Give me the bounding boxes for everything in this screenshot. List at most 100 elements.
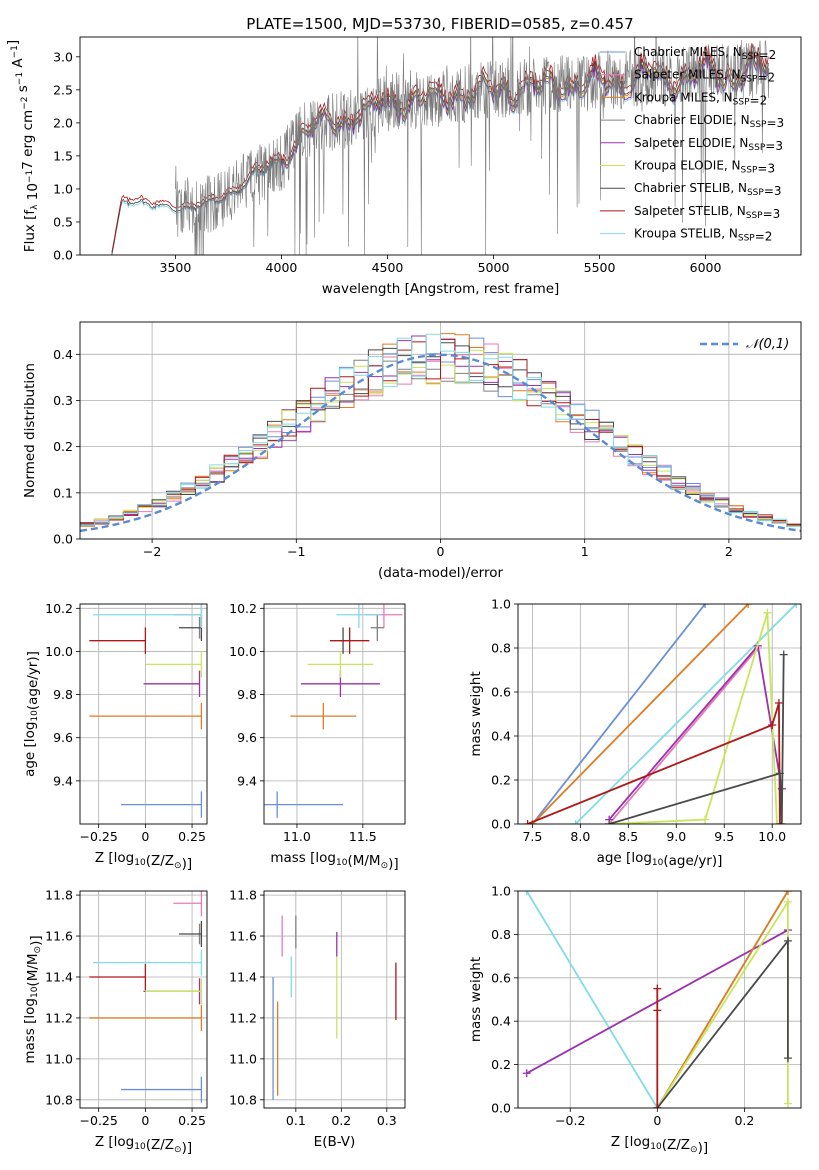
x-tick-label: 0.2 bbox=[734, 1113, 754, 1128]
mass_vs_ebv-xlabel: E(B-V) bbox=[314, 1134, 356, 1150]
age_vs_Z-plot-area bbox=[89, 604, 203, 818]
mass-weight-marker bbox=[774, 699, 783, 707]
mass-weight-marker bbox=[653, 1104, 662, 1108]
weight_vs_Z-panel: −0.2 0 0.2 0.0 0.2 0.4 0.6 0.8 1.0 Z [log10(Z/Z⊙)… bbox=[468, 884, 802, 1156]
weight_vs_age-xlabel: age [log10(age/yr)] bbox=[597, 850, 723, 869]
x-tick-label: 5500 bbox=[584, 260, 616, 275]
mass-weight-line bbox=[656, 898, 789, 1108]
y-tick-label: 10.0 bbox=[45, 644, 73, 659]
y-tick-label: 0.8 bbox=[491, 641, 511, 656]
y-tick-label: 10.2 bbox=[229, 601, 257, 616]
axes-frame bbox=[517, 890, 802, 1109]
spectrum-legend: Chabrier MILES, NSSP=2 Salpeter MILES, NS… bbox=[600, 45, 784, 244]
y-tick-label: 0.3 bbox=[53, 393, 73, 408]
x-tick-label: −1 bbox=[287, 544, 305, 559]
axes-frame bbox=[263, 603, 406, 825]
y-tick-label: 0.0 bbox=[53, 248, 73, 263]
mass-weight-marker bbox=[775, 820, 784, 824]
y-tick-label: 0.0 bbox=[491, 817, 511, 832]
axes-frame bbox=[517, 603, 802, 825]
legend-label: Salpeter MILES, NSSP=2 bbox=[634, 68, 775, 85]
weight_vs_Z-ylabel: mass weight bbox=[468, 957, 484, 1042]
axes-frame bbox=[263, 890, 406, 1109]
y-tick-label: 0.4 bbox=[53, 347, 73, 362]
age_vs_mass-panel: 11.0 11.5 9.4 9.6 9.8 10.0 10.2 mass [log10(M/M… bbox=[229, 601, 406, 872]
x-tick-label: −0.25 bbox=[80, 829, 118, 844]
age_vs_mass-plot-area bbox=[264, 604, 403, 818]
mass_vs_Z-plot-area bbox=[89, 891, 203, 1103]
x-tick-label: −0.25 bbox=[80, 1113, 118, 1128]
y-tick-label: 11.6 bbox=[45, 929, 73, 944]
y-tick-label: 1.5 bbox=[53, 148, 73, 163]
mass-weight-marker bbox=[605, 820, 614, 824]
residuals-xlabel: (data-model)/error bbox=[378, 565, 504, 581]
y-tick-label: 10.8 bbox=[45, 1092, 73, 1107]
y-tick-label: 1.0 bbox=[53, 181, 73, 196]
y-tick-label: 11.2 bbox=[45, 1010, 73, 1025]
observed-spectrum-line bbox=[175, 37, 770, 255]
residual-histogram bbox=[80, 333, 801, 529]
x-tick-label: 0.25 bbox=[178, 1113, 206, 1128]
y-tick-label: 0.2 bbox=[53, 439, 73, 454]
x-tick-label: 0 bbox=[653, 1113, 661, 1128]
y-tick-label: 9.4 bbox=[53, 773, 73, 788]
legend-label: Salpeter STELIB, NSSP=3 bbox=[634, 204, 780, 221]
spectrum-panel: 3500 4000 4500 5000 5500 6000 0.0 0.5 1.0 1.5 2.0 2… bbox=[5, 36, 802, 297]
mass-weight-marker bbox=[701, 815, 710, 824]
mass-weight-marker bbox=[701, 604, 710, 608]
y-tick-label: 11.4 bbox=[45, 969, 73, 984]
mass-weight-line bbox=[531, 604, 749, 824]
age_vs_Z-ylabel: age [log10(age/yr)] bbox=[22, 651, 41, 777]
x-tick-label: 0.1 bbox=[286, 1113, 306, 1128]
model-spectrum-line bbox=[111, 43, 769, 253]
legend-label: Chabrier MILES, NSSP=2 bbox=[634, 45, 776, 62]
mass_vs_Z-xlabel: Z [log10(Z/Z⊙)] bbox=[95, 1134, 192, 1156]
mass-weight-marker bbox=[792, 604, 801, 608]
y-tick-label: 0.2 bbox=[491, 773, 511, 788]
x-tick-label: 10.0 bbox=[758, 829, 786, 844]
legend-label: Kroupa STELIB, NSSP=2 bbox=[634, 227, 772, 244]
x-tick-label: 11.5 bbox=[349, 829, 377, 844]
x-tick-label: 0.25 bbox=[178, 829, 206, 844]
legend-label: Salpeter ELODIE, NSSP=3 bbox=[634, 136, 783, 153]
y-tick-label: 11.0 bbox=[45, 1051, 73, 1066]
weight_vs_age-panel: 7.5 8.0 8.5 9.0 9.5 10.0 0.0 0.2 0.4 0.6 0.8 1.0 age… bbox=[468, 597, 802, 869]
y-tick-label: 11.6 bbox=[229, 929, 257, 944]
axes-frame bbox=[79, 321, 802, 540]
legend-label: Kroupa MILES, NSSP=2 bbox=[634, 90, 767, 107]
spectrum-xlabel: wavelength [Angstrom, rest frame] bbox=[322, 281, 560, 297]
mass-weight-marker bbox=[773, 820, 782, 824]
y-tick-label: 9.6 bbox=[237, 730, 257, 745]
x-tick-label: 9.0 bbox=[666, 829, 686, 844]
mass-weight-marker bbox=[783, 1054, 792, 1063]
mass-weight-marker bbox=[777, 820, 786, 824]
x-tick-label: 2 bbox=[725, 544, 733, 559]
figure-title: PLATE=1500, MJD=53730, FIBERID=0585, z=0… bbox=[246, 15, 633, 33]
x-tick-label: −2 bbox=[143, 544, 161, 559]
axes-frame bbox=[79, 890, 208, 1109]
residuals-ylabel: Normed distribution bbox=[22, 363, 38, 498]
y-tick-label: 0.4 bbox=[491, 729, 511, 744]
x-tick-label: 8.5 bbox=[618, 829, 638, 844]
y-tick-label: 0.5 bbox=[53, 214, 73, 229]
weight_vs_age-plot-area bbox=[523, 604, 801, 824]
y-tick-label: 1.0 bbox=[491, 597, 511, 612]
mass-weight-marker bbox=[523, 820, 532, 824]
y-tick-label: 11.8 bbox=[45, 888, 73, 903]
x-tick-label: 0.2 bbox=[331, 1113, 351, 1128]
y-tick-label: 0.4 bbox=[491, 1014, 511, 1029]
legend-label: Kroupa ELODIE, NSSP=3 bbox=[634, 159, 775, 176]
y-tick-label: 0.1 bbox=[53, 485, 73, 500]
y-tick-label: 11.8 bbox=[229, 888, 257, 903]
x-tick-label: 1 bbox=[581, 544, 589, 559]
y-tick-label: 3.0 bbox=[53, 49, 73, 64]
legend-label: Chabrier STELIB, NSSP=3 bbox=[634, 181, 782, 198]
weight_vs_age-ylabel: mass weight bbox=[468, 671, 484, 756]
y-tick-label: 2.0 bbox=[53, 115, 73, 130]
axes-frame bbox=[79, 36, 802, 256]
mass-weight-line bbox=[527, 702, 781, 824]
y-tick-label: 11.4 bbox=[229, 969, 257, 984]
y-tick-label: 9.8 bbox=[237, 687, 257, 702]
legend-label: Chabrier ELODIE, NSSP=3 bbox=[634, 113, 784, 130]
y-tick-label: 9.8 bbox=[53, 687, 73, 702]
